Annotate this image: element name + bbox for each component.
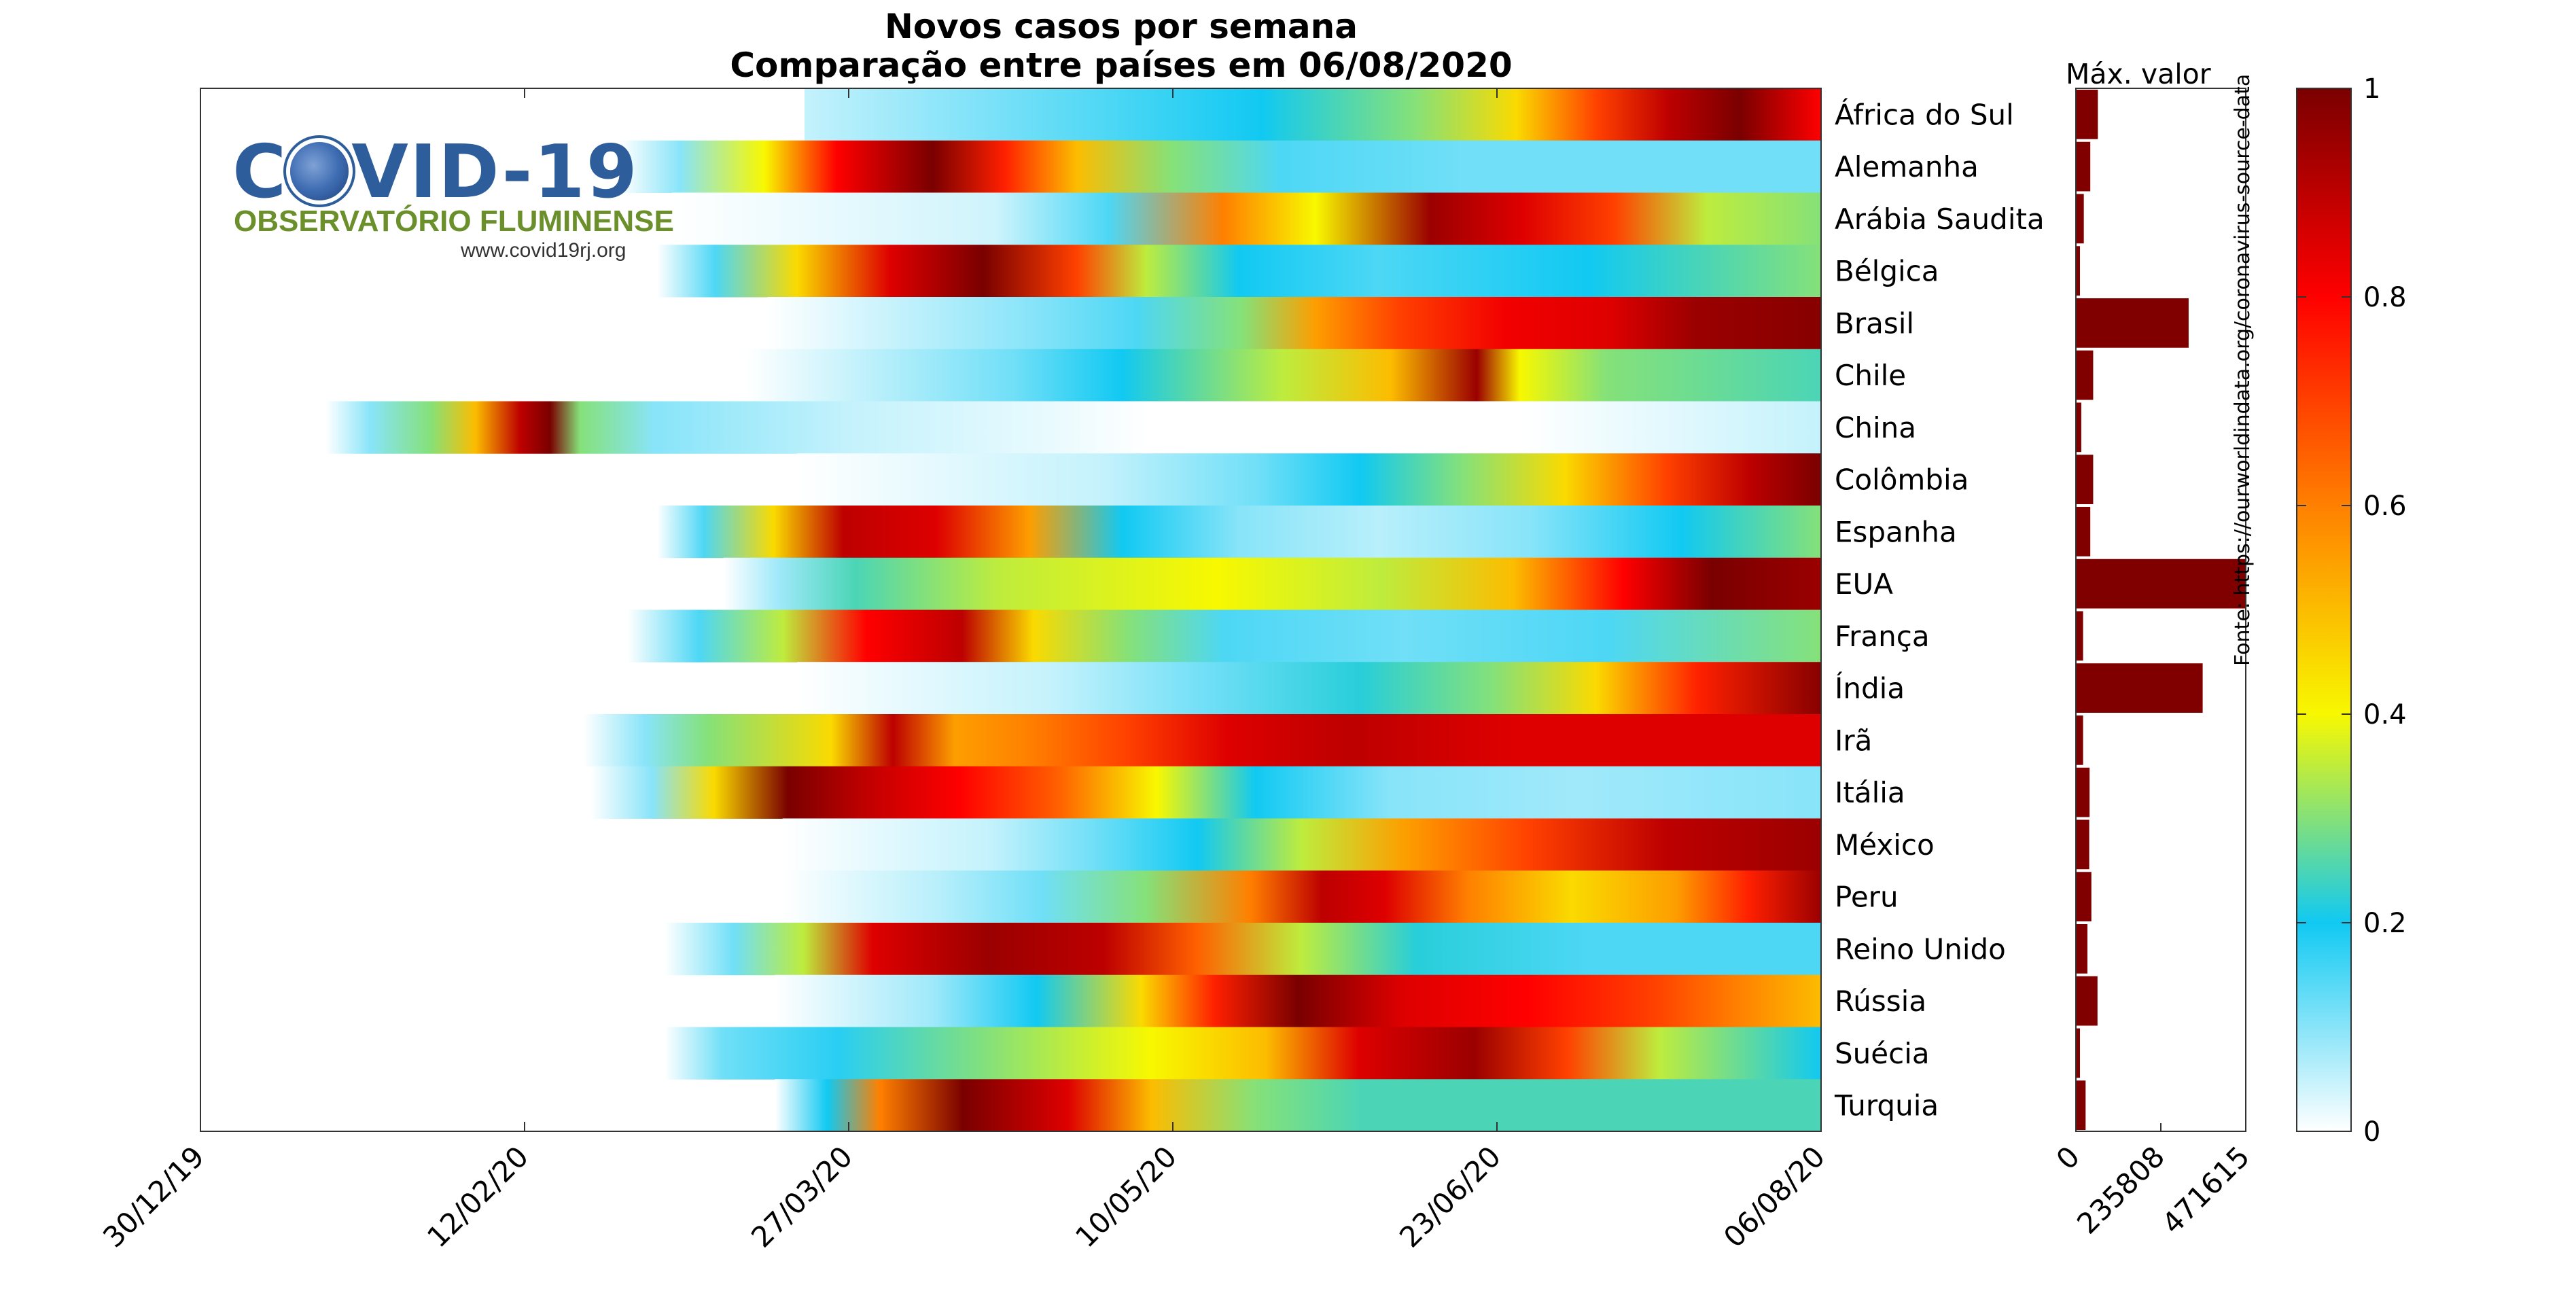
max-value-bar [2076,402,2081,453]
max-value-bar [2076,872,2092,921]
heatmap-row [775,1079,1821,1132]
colorbar [2296,88,2352,1132]
bar-panel-title: Máx. valor [2066,58,2211,90]
row-label: França [1835,620,1930,653]
colorbar-tick-label: 1 [2363,73,2380,105]
colorbar-tick-label: 0.4 [2363,699,2407,730]
heatmap-rows [325,88,1822,1132]
colorbar-tick-label: 0.6 [2363,491,2407,522]
max-value-bar [2076,141,2091,192]
heatmap-row [723,557,1821,610]
colorbar-tick-label: 0.8 [2363,282,2407,313]
virus-icon [290,142,349,201]
heatmap-row [775,974,1821,1027]
x-tick-label: 23/06/20 [1393,1139,1507,1254]
row-label: Turquia [1834,1089,1939,1122]
row-label: Colômbia [1835,463,1969,497]
x-tick-label: 30/12/19 [96,1139,211,1254]
x-tick-label: 06/08/20 [1717,1139,1831,1254]
row-label: México [1835,828,1935,862]
heatmap-row [664,923,1821,976]
bar-tick-label: 235808 [2070,1139,2171,1240]
max-value-bar [2076,819,2089,870]
max-value-bar [2076,767,2090,817]
row-label: Alemanha [1835,150,1979,183]
heatmap-row [627,609,1821,662]
max-value-bar [2076,246,2080,296]
row-label: Rússia [1835,985,1926,1018]
row-labels: África do Sul Alemanha Arábia Saudita Bélgi… [1834,97,2045,1122]
heatmap-row [590,766,1822,819]
max-value-bar [2076,90,2098,139]
row-label: Bélgica [1835,255,1939,288]
max-value-bar [2076,559,2246,609]
bar-tick-label: 471615 [2155,1139,2256,1240]
row-label: EUA [1835,567,1893,601]
max-value-bar [2076,924,2087,974]
max-value-bar [2076,663,2203,713]
heatmap-row [782,818,1821,871]
heatmap-row [782,870,1821,923]
heatmap-row [664,1027,1821,1080]
logo-subtitle: OBSERVATÓRIO FLUMINENSE [234,205,674,238]
x-tick-label: 12/02/20 [421,1139,535,1254]
max-value-bar [2076,350,2094,400]
colorbar-tick-label: 0 [2363,1116,2380,1148]
row-label: Suécia [1835,1037,1930,1070]
colorbar-tick-label: 0.2 [2363,908,2407,939]
heatmap-row [657,506,1821,559]
heatmap-row [325,401,1822,454]
max-value-bar [2076,611,2083,661]
max-value-bars [2076,90,2246,1130]
row-label: Peru [1835,881,1899,914]
row-label: Espanha [1835,515,1957,548]
max-value-bar [2076,1028,2080,1078]
max-value-bar [2076,976,2098,1026]
row-label: China [1835,411,1916,444]
bar-panel-frame [2075,88,2246,1132]
x-tick-label: 27/03/20 [745,1139,859,1254]
source-note: Fonte: https://ourworldindata.org/corona… [2231,73,2255,666]
heatmap-row [797,662,1821,715]
logo-main-text: C VID-19 [232,130,639,215]
row-label: Itália [1835,776,1905,809]
heatmap-row [804,88,1821,141]
max-value-bar [2076,194,2084,244]
row-label: Chile [1835,359,1906,392]
row-label: Índia [1835,671,1905,705]
heatmap-row [657,245,1821,298]
max-value-bar [2076,455,2094,504]
heatmap-row [671,192,1822,245]
row-label: Arábia Saudita [1835,202,2045,236]
heatmap-row [583,714,1821,767]
max-value-bar [2076,507,2091,556]
heatmap-row [767,297,1821,350]
max-value-bar [2076,715,2083,765]
row-label: África do Sul [1835,97,2014,131]
row-label: Reino Unido [1835,932,2006,966]
covid-logo: C VID-19 OBSERVATÓRIO FLUMINENSE www.covi… [232,130,674,269]
colorbar-ticks: 0 0.2 0.4 0.6 0.8 1 [2297,73,2407,1148]
row-label: Irã [1835,724,1872,757]
max-value-bar [2076,298,2189,348]
bar-tick-label: 0 [2050,1139,2087,1176]
row-label: Brasil [1835,306,1914,340]
chart-title: Novos casos por semana [884,7,1358,46]
max-value-bar [2076,1080,2086,1130]
heatmap-row [797,453,1821,506]
heatmap-row [745,349,1821,402]
x-tick-label: 10/05/20 [1069,1139,1183,1254]
logo-url: www.covid19rj.org [461,239,627,262]
heatmap-row [620,140,1821,193]
heatmap-frame [200,88,1822,1132]
chart-subtitle: Comparação entre países em 06/08/2020 [730,46,1513,85]
